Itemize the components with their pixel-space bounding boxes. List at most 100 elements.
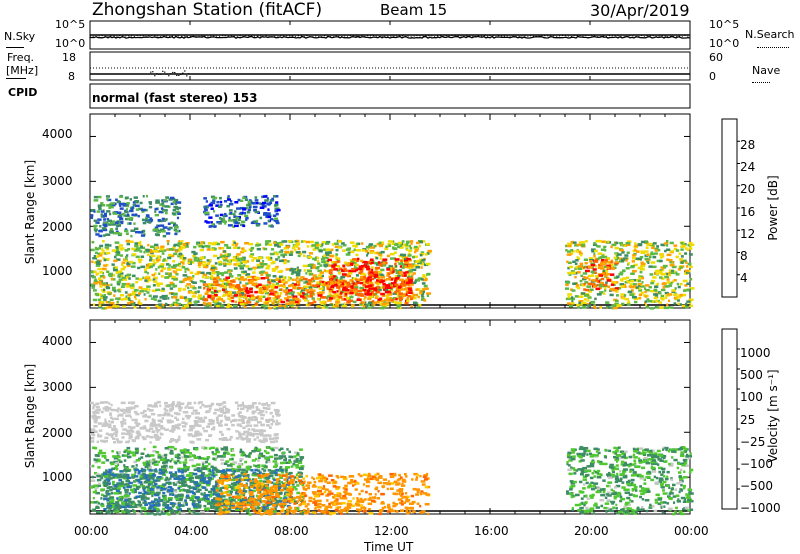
power-cell (112, 305, 118, 308)
power-cell (177, 201, 182, 204)
cpid-text: normal (fast stereo) 153 (92, 91, 258, 105)
power-cell (343, 267, 347, 271)
power-cell (121, 263, 124, 266)
power-cell (154, 243, 159, 247)
power-cell (192, 254, 196, 258)
power-cell (169, 304, 173, 307)
power-cell (253, 208, 257, 212)
power-cell (159, 265, 164, 268)
power-cell (302, 277, 308, 281)
power-cell (625, 259, 628, 262)
velocity-cell (257, 499, 260, 503)
velocity-cell (279, 474, 282, 477)
power-cell (380, 286, 383, 289)
power-cell (585, 269, 590, 273)
power-cell (98, 306, 103, 309)
power-cell (227, 195, 230, 198)
velocity-cell (141, 469, 146, 473)
power-cell (342, 288, 346, 291)
velocity-cell (299, 458, 303, 461)
velocity-cell (179, 449, 185, 452)
power-cell (127, 293, 131, 296)
power-cell (203, 197, 207, 200)
power-cell (162, 199, 168, 202)
velocity-cell (199, 483, 202, 487)
velocity-cell (161, 454, 166, 458)
power-cell (355, 274, 359, 277)
power-cell (233, 287, 239, 290)
power-cell (669, 241, 674, 245)
power-cell (381, 279, 385, 283)
velocity-cell (106, 497, 111, 500)
velocity-cell (116, 497, 119, 500)
velocity-cell (291, 498, 296, 501)
velocity-cell (231, 467, 235, 471)
power-cell (615, 241, 619, 245)
velocity-cell (116, 506, 122, 509)
power-cell (207, 295, 211, 299)
power-cell (600, 273, 605, 276)
velocity-cell (144, 512, 149, 515)
power-cell (141, 229, 146, 233)
power-cell (112, 212, 118, 215)
power-cell (100, 296, 105, 300)
power-cell (169, 196, 175, 200)
velocity-cell (184, 481, 187, 484)
power-cell (243, 270, 247, 273)
velocity-cell (199, 479, 204, 483)
power-cell (143, 251, 146, 254)
power-cell (102, 228, 108, 232)
velocity-cell (201, 493, 206, 496)
power-cell (309, 302, 314, 305)
power-cell (102, 240, 105, 243)
power-cell (128, 298, 131, 302)
power-cell (367, 271, 370, 274)
power-cell (604, 263, 607, 266)
power-cell (273, 290, 278, 294)
power-cell (265, 213, 270, 216)
velocity-cell (161, 512, 166, 515)
velocity-cell (189, 474, 194, 478)
power-cell (178, 240, 181, 243)
power-cell (249, 201, 253, 204)
power-cell (634, 248, 637, 252)
power-cell (336, 295, 339, 298)
power-cell (580, 274, 583, 278)
power-cell (204, 220, 208, 223)
velocity-cell (105, 489, 110, 493)
power-cell (401, 240, 405, 243)
velocity-cell (136, 485, 141, 489)
power-cell (111, 220, 116, 223)
power-cell (388, 299, 391, 302)
power-cell (222, 215, 226, 218)
velocity-cell (274, 453, 278, 457)
power-cell (333, 275, 336, 278)
power-cell (385, 284, 390, 287)
power-cell (418, 244, 421, 248)
velocity-cell (94, 489, 97, 492)
power-cell (347, 272, 353, 275)
velocity-cell (131, 490, 135, 494)
power-cell (182, 288, 186, 291)
velocity-cell (211, 477, 214, 480)
power-cell (303, 285, 306, 288)
power-cell (374, 296, 378, 299)
velocity-cell (209, 495, 213, 498)
power-cell (135, 213, 138, 216)
power-cell (228, 283, 233, 286)
power-cell (409, 240, 414, 243)
power-cell (414, 280, 417, 283)
power-cell (603, 269, 609, 272)
power-cell (640, 285, 645, 288)
velocity-cell (235, 480, 241, 484)
power-cell (306, 290, 310, 294)
power-cell (314, 277, 319, 280)
power-cell (373, 271, 378, 274)
power-cell (227, 269, 231, 272)
power-cell (175, 250, 178, 253)
velocity-cell (185, 468, 190, 471)
power-cell (235, 257, 241, 261)
velocity-cell (300, 472, 304, 475)
power-cell (388, 273, 391, 276)
power-cell (349, 291, 354, 295)
